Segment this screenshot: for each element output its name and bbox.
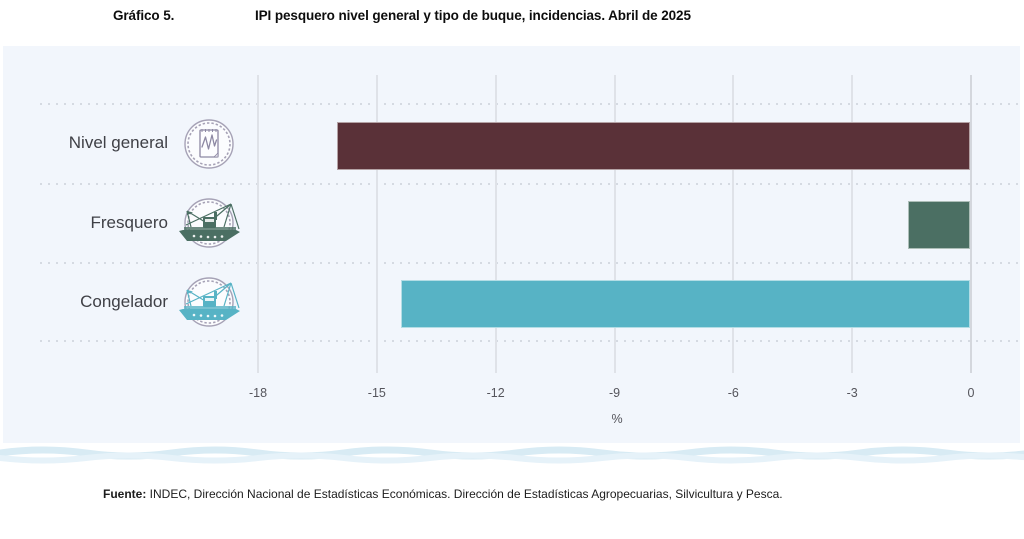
x-tick-label: -12 [486,386,505,400]
gridline-x--3 [851,75,854,373]
gridline-x--6 [732,75,735,373]
x-tick-label: -6 [727,386,739,400]
gridline-x--15 [375,75,378,373]
bar-congelador [400,280,970,328]
report-chart-icon [184,119,234,169]
row-separator [40,183,1020,185]
gridline-x--18 [257,75,259,373]
row-separator [40,340,1020,342]
source-label: Fuente: [103,487,147,501]
bar-nivel-general [337,122,970,170]
bar-fresquero [907,201,970,249]
x-tick-label: -15 [367,386,386,400]
fresquero-boat-icon [179,198,240,248]
chart-panel [3,46,1020,448]
row-separator [40,262,1020,264]
gridline-x--12 [494,75,497,373]
gridline-x--9 [613,75,616,373]
x-tick-label: -3 [846,386,858,400]
category-label-fresquero: Fresquero [90,213,168,232]
x-tick-label: 0 [967,386,975,400]
gridline-x-0 [970,75,972,373]
figure-number: Gráfico 5. [113,8,175,23]
wave-decoration [0,443,1024,469]
x-tick-label: -9 [608,386,621,400]
source-note: Fuente: INDEC, Dirección Nacional de Est… [103,487,783,501]
row-separator [40,103,1020,105]
x-axis-unit-label: % [611,412,623,426]
category-label-nivel-general: Nivel general [68,133,168,152]
congelador-boat-icon [179,277,240,327]
x-tick-label: -18 [248,386,268,400]
figure-title: IPI pesquero nivel general y tipo de buq… [255,8,691,23]
category-label-congelador: Congelador [80,292,168,311]
source-text: INDEC, Dirección Nacional de Estadística… [146,487,783,501]
